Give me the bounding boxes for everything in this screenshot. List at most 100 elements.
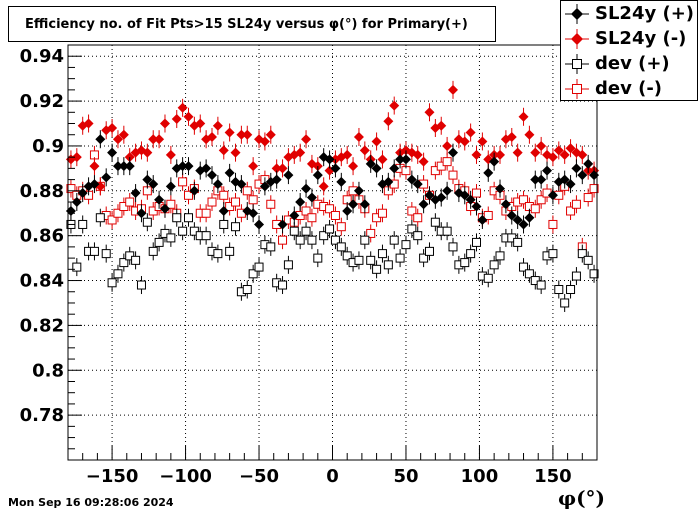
data-point (342, 206, 353, 216)
data-point (442, 226, 452, 236)
data-point (65, 206, 76, 216)
data-point (512, 214, 523, 225)
data-point (577, 149, 588, 160)
data-point (413, 213, 423, 223)
data-point (306, 192, 317, 203)
data-point (101, 172, 112, 183)
data-point (465, 194, 476, 205)
data-point (459, 190, 470, 201)
y-tick-label: 0.88 (20, 181, 64, 202)
data-point (383, 116, 394, 127)
data-point (271, 163, 282, 174)
data-point (172, 213, 182, 223)
data-point (442, 140, 453, 151)
data-point (442, 157, 452, 167)
data-point (460, 258, 470, 268)
data-point (259, 136, 270, 147)
data-point (412, 179, 423, 190)
series-layer (65, 80, 600, 312)
data-point (301, 134, 312, 145)
data-point (248, 208, 259, 219)
data-point (177, 102, 188, 113)
data-point (489, 156, 500, 167)
data-point (495, 183, 506, 194)
data-point (583, 255, 593, 265)
legend-entry-sl24y-minus: SL24y (-) (561, 27, 697, 51)
data-point (154, 194, 165, 205)
data-point (113, 269, 123, 279)
data-point (483, 210, 493, 220)
data-point (348, 161, 359, 172)
data-point (112, 134, 123, 145)
timestamp: Mon Sep 16 09:28:06 2024 (8, 496, 174, 509)
data-point (471, 149, 482, 160)
data-point (107, 278, 117, 288)
data-point (277, 219, 288, 230)
series-2 (66, 208, 599, 312)
data-point (71, 152, 82, 163)
data-point (483, 273, 493, 283)
data-point (312, 170, 323, 181)
data-point (395, 154, 406, 165)
data-point (447, 147, 458, 158)
data-point (353, 185, 364, 196)
data-point (166, 233, 176, 243)
data-point (436, 192, 447, 203)
data-point (183, 190, 193, 200)
x-tick-label: 100 (461, 466, 499, 487)
data-point (389, 235, 399, 245)
data-point (66, 184, 76, 194)
data-point (236, 179, 247, 190)
x-axis-label: φ(°) (558, 486, 606, 510)
data-point (530, 204, 540, 214)
data-point (277, 163, 288, 174)
data-point (424, 190, 435, 201)
data-point (560, 298, 570, 308)
data-point (401, 240, 411, 250)
data-point (207, 170, 218, 181)
data-point (583, 158, 594, 169)
data-point (254, 262, 264, 272)
data-point (365, 158, 376, 169)
data-point (336, 176, 347, 187)
data-point (577, 170, 588, 181)
y-tick-label: 0.84 (20, 271, 64, 292)
series-1 (65, 80, 600, 196)
data-point (542, 165, 553, 176)
data-point (271, 174, 282, 185)
data-point (495, 251, 505, 261)
data-point (136, 280, 146, 290)
data-point (359, 199, 370, 210)
data-point (165, 181, 176, 192)
data-point (536, 140, 547, 151)
data-point (559, 174, 570, 185)
data-point (159, 203, 170, 214)
data-point (201, 208, 211, 218)
data-point (406, 174, 417, 185)
data-point (524, 129, 535, 140)
data-point (183, 161, 194, 172)
data-point (313, 253, 323, 263)
data-point (289, 226, 299, 236)
data-point (324, 154, 335, 165)
data-point (107, 215, 117, 225)
chart-title: Efficiency no. of Fit Pts>15 SL24y versu… (25, 16, 468, 32)
data-point (500, 199, 511, 210)
data-point (348, 199, 359, 210)
data-point (383, 176, 394, 187)
filled-circle-marker-icon (565, 29, 589, 49)
data-point (189, 185, 200, 196)
data-point (254, 219, 265, 230)
data-point (178, 226, 188, 236)
data-point (524, 212, 535, 223)
data-point (359, 145, 370, 156)
data-point (565, 143, 576, 154)
data-point (183, 213, 193, 223)
data-point (219, 190, 229, 200)
data-point (201, 231, 211, 241)
data-point (95, 213, 105, 223)
data-point (418, 156, 429, 167)
data-point (136, 208, 147, 219)
data-point (565, 179, 576, 190)
